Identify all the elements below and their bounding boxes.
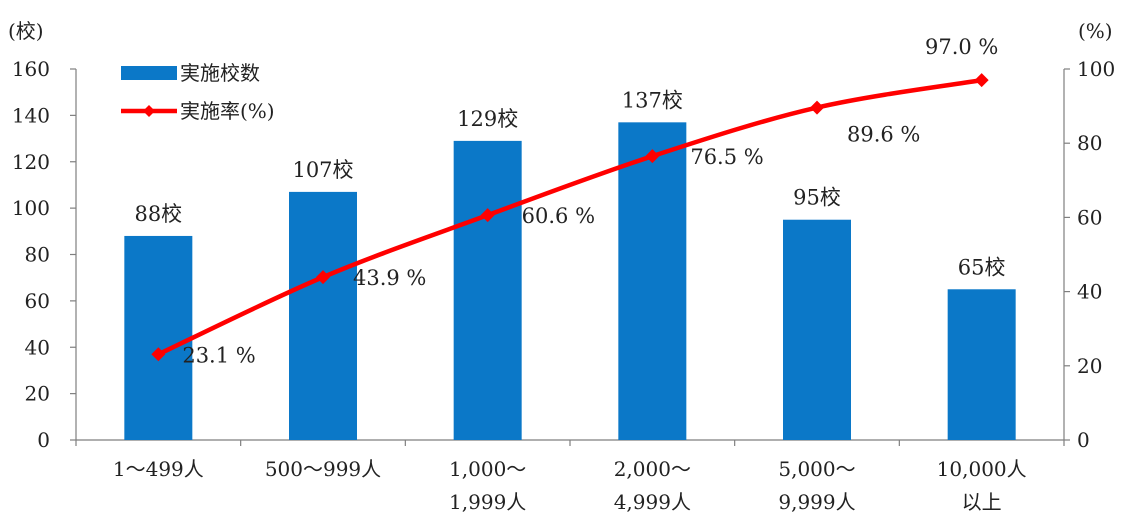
rate-marker xyxy=(974,73,989,88)
bar xyxy=(289,191,357,440)
legend-swatch-marker xyxy=(143,105,155,117)
bar-value-label: 95校 xyxy=(793,186,841,210)
right-tick-label: 80 xyxy=(1077,131,1102,155)
right-tick-label: 40 xyxy=(1077,280,1102,304)
rate-value-label: 43.9 % xyxy=(353,266,426,290)
x-category-label: 10,000人 xyxy=(937,457,1027,481)
x-category-label: 4,999人 xyxy=(614,490,691,514)
left-tick-label: 120 xyxy=(12,150,50,174)
bar-series xyxy=(124,122,1016,441)
legend-label-bar: 実施校数 xyxy=(180,61,260,85)
right-tick-label: 60 xyxy=(1077,205,1102,229)
left-tick-label: 160 xyxy=(12,57,50,81)
x-category-label: 1～499人 xyxy=(113,457,204,481)
rate-marker xyxy=(480,208,495,223)
right-tick-label: 20 xyxy=(1077,354,1102,378)
left-tick-label: 20 xyxy=(25,382,50,406)
rate-value-label: 23.1 % xyxy=(182,343,255,367)
right-tick-label: 0 xyxy=(1077,428,1090,452)
rate-line xyxy=(157,77,983,357)
bar-value-label: 65校 xyxy=(958,255,1006,279)
data-labels: 88校 107校 129校 137校 95校 65校 23.1 % 43.9 % 60.6 % 7… xyxy=(134,35,1005,367)
left-axis-unit: (校) xyxy=(8,19,44,43)
x-category-label: 5,000～ xyxy=(778,457,855,481)
bar xyxy=(618,122,687,441)
rate-marker xyxy=(151,347,166,362)
x-category-label: 500～999人 xyxy=(265,457,381,481)
rate-marker xyxy=(810,100,824,115)
x-category-label: 1,000～ xyxy=(449,457,526,481)
bar-value-label: 107校 xyxy=(292,158,353,182)
rate-value-label: 89.6 % xyxy=(847,123,920,147)
legend-swatch-bar xyxy=(121,66,177,80)
rate-value-label: 60.6 % xyxy=(522,204,595,228)
line-series xyxy=(151,73,989,362)
left-tick-label: 80 xyxy=(25,243,50,267)
x-category-label: 2,000～ xyxy=(614,457,691,481)
bar xyxy=(947,289,1016,440)
bar-value-label: 137校 xyxy=(622,88,683,112)
x-category-label: 9,999人 xyxy=(778,490,855,514)
rate-marker xyxy=(645,149,660,164)
rate-value-label: 76.5 % xyxy=(690,145,763,169)
right-tick-label: 100 xyxy=(1077,57,1115,81)
left-tick-label: 60 xyxy=(25,289,50,313)
bar xyxy=(124,235,193,440)
bar-value-label: 129校 xyxy=(457,107,518,131)
x-category-label: 以上 xyxy=(962,490,1002,514)
left-tick-label: 0 xyxy=(37,428,50,452)
right-axis-unit: (%) xyxy=(1078,19,1113,43)
left-tick-label: 140 xyxy=(12,103,50,127)
x-category-label: 1,999人 xyxy=(449,490,526,514)
left-tick-label: 100 xyxy=(12,196,50,220)
bar xyxy=(453,140,522,440)
bar xyxy=(783,219,851,440)
left-tick-label: 40 xyxy=(25,335,50,359)
legend-label-line: 実施率(%) xyxy=(180,99,275,123)
bar-value-label: 88校 xyxy=(134,202,182,226)
axes: 0 20 40 60 80 100 120 140 160 0 20 40 60 80 100 (校) (%) 1… xyxy=(8,19,1115,514)
rate-marker xyxy=(316,270,330,285)
rate-value-label: 97.0 % xyxy=(925,35,998,59)
